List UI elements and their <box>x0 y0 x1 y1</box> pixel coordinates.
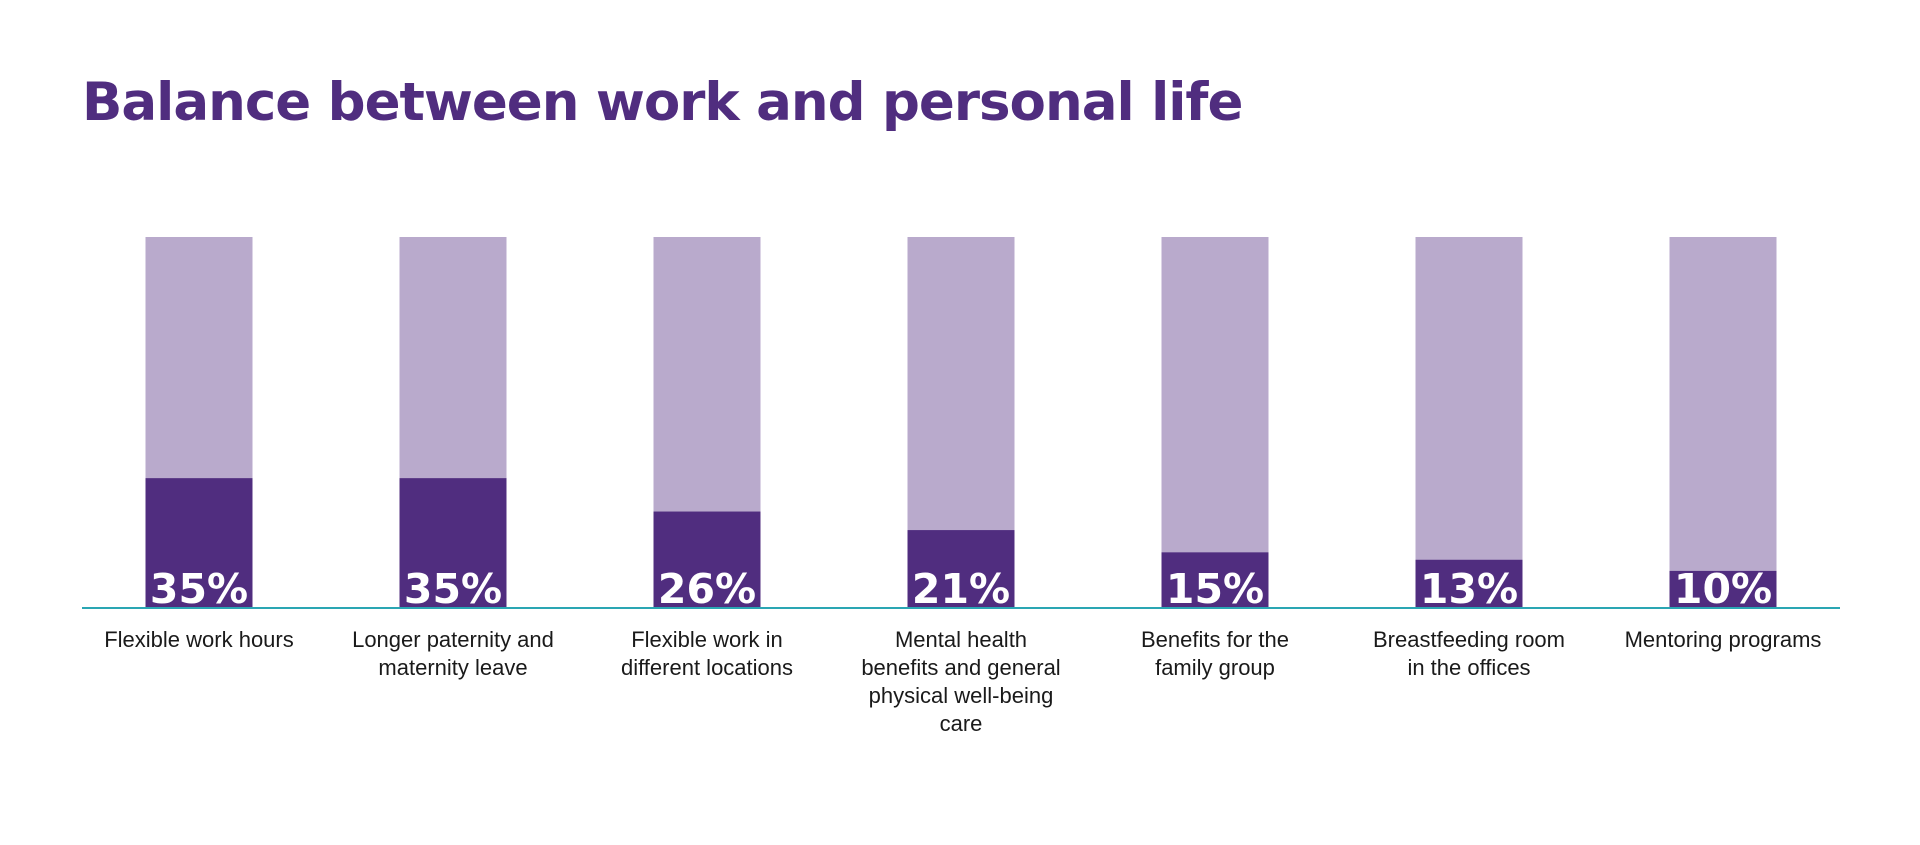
category-label: Mentoring programs <box>1625 627 1822 652</box>
data-label: 13% <box>1420 565 1518 613</box>
bar-background <box>1415 237 1523 608</box>
data-label: 26% <box>658 565 756 613</box>
category-label: Longer paternity and maternity leave <box>352 627 554 680</box>
data-label: 10% <box>1674 565 1772 613</box>
bar <box>653 511 761 608</box>
bar <box>1669 570 1777 608</box>
data-label: 21% <box>912 565 1010 613</box>
category-label: Flexible work hours <box>104 627 294 652</box>
category-label: Breastfeeding room in the offices <box>1373 627 1565 680</box>
bar <box>1415 559 1523 608</box>
data-label: 15% <box>1166 565 1264 613</box>
chart-title: Balance between work and personal life <box>82 72 1243 133</box>
category-label: Mental health benefits and general physica… <box>861 627 1060 736</box>
category-label: Benefits for the family group <box>1141 627 1289 680</box>
bar-background <box>1161 237 1269 608</box>
bar-background <box>1669 237 1777 608</box>
bar <box>1161 552 1269 608</box>
data-label: 35% <box>404 565 502 613</box>
bar <box>145 478 253 608</box>
bar <box>907 530 1015 608</box>
data-label: 35% <box>150 565 248 613</box>
bar <box>399 478 507 608</box>
category-label: Flexible work in different locations <box>621 627 793 680</box>
